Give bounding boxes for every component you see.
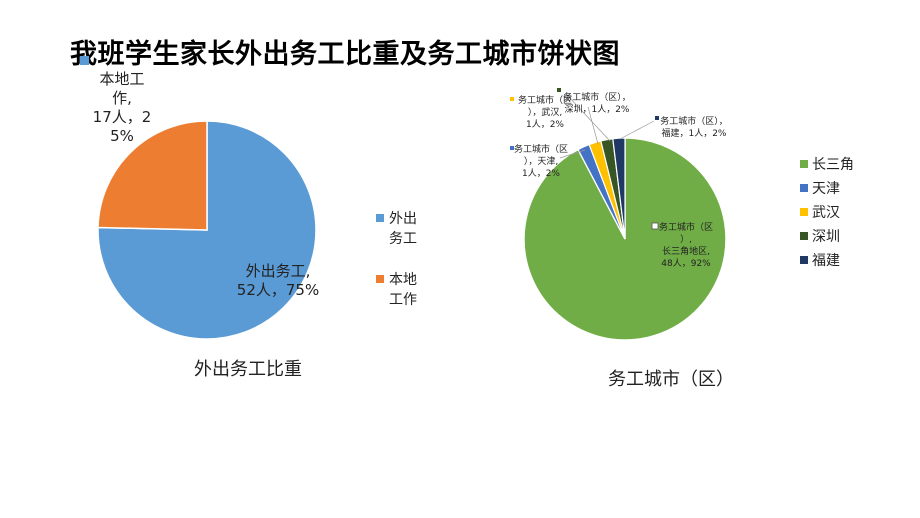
data-label-marker-yangtze	[651, 222, 659, 230]
legend-label-wuhan: 武汉	[812, 205, 840, 221]
legend-label-fujian: 福建	[812, 253, 840, 269]
data-label-tianjin: 务工城市（区），天津, 1人，2%	[514, 143, 568, 179]
page-title: 我班学生家长外出务工比重及务工城市饼状图	[70, 39, 620, 70]
chart2-title: 务工城市（区）	[608, 369, 734, 390]
data-label-local-line: 5%	[110, 127, 134, 145]
data-label-marker-shenzhen	[557, 88, 561, 92]
data-label-shenzhen-line: 务工城市（区），	[563, 91, 631, 103]
data-label-fujian-line: 福建，1人，2%	[661, 127, 726, 139]
data-label-wuhan-line: 1人，2%	[526, 119, 564, 130]
legend-stray-marker	[80, 56, 89, 65]
legend-marker-wuhan	[800, 208, 808, 216]
data-label-tianjin-line: ），天津,	[524, 156, 558, 167]
legend-marker-1	[376, 275, 384, 283]
legend-marker-shenzhen	[800, 232, 808, 240]
legend-label-1: 本地工作	[389, 272, 417, 308]
data-label-out-line: 外出务工,	[246, 262, 311, 280]
legend-label-shenzhen: 深圳	[812, 229, 840, 245]
data-label-out-line: 52人，75%	[237, 281, 319, 299]
legend-marker-0	[376, 214, 384, 222]
data-label-local-line: 作,	[112, 89, 132, 107]
leader-line-wuhan	[587, 106, 599, 145]
chart1-title: 外出务工比重	[194, 359, 302, 380]
data-label-wuhan-line: 务工城市（区	[518, 94, 572, 106]
data-label-tianjin-line: 务工城市（区	[514, 143, 568, 155]
work-city-chart: 务工城市（区）,长三角地区, 48人，92%务工城市（区），天津, 1人，2%务工城…	[510, 88, 854, 390]
leader-line-fujian	[619, 120, 655, 140]
data-label-marker-wuhan	[510, 97, 514, 101]
data-label-shenzhen-line: 深圳，1人，2%	[564, 104, 629, 115]
data-label-yangtze-line: ）,	[680, 234, 692, 245]
data-label-marker-fujian	[655, 116, 659, 120]
data-label-local: 本地工作, 17人，2 5%	[93, 70, 152, 145]
legend-marker-yangtze	[800, 160, 808, 168]
legend-marker-fujian	[800, 256, 808, 264]
data-label-yangtze-line: 务工城市（区	[659, 221, 713, 233]
pie-slice-fujian	[612, 137, 626, 240]
leader-line-shenzhen	[567, 95, 611, 142]
data-label-local-line: 17人，2	[93, 108, 152, 126]
legend-label-0: 外出务工	[389, 211, 417, 247]
data-label-fujian-line: 务工城市（区），	[660, 115, 728, 127]
data-label-marker-tianjin	[510, 146, 514, 150]
data-label-local-line: 本地工	[99, 70, 144, 88]
data-label-yangtze-line: 48人，92%	[661, 258, 711, 269]
legend-marker-tianjin	[800, 184, 808, 192]
legend-label-tianjin: 天津	[812, 181, 840, 197]
leader-line-tianjin	[559, 149, 586, 159]
data-label-tianjin-line: 1人，2%	[522, 168, 560, 179]
data-label-fujian: 务工城市（区），福建，1人，2%	[660, 115, 728, 139]
data-label-yangtze-line: 长三角地区,	[662, 245, 710, 257]
data-label-shenzhen: 务工城市（区），深圳，1人，2%	[563, 91, 631, 115]
data-label-wuhan: 务工城市（区），武汉, 1人，2%	[518, 94, 572, 130]
data-label-out: 外出务工, 52人，75%	[237, 262, 319, 299]
legend-label-yangtze: 长三角	[812, 157, 854, 173]
data-label-wuhan-line: ），武汉,	[528, 106, 562, 118]
pie-slice-local	[97, 120, 208, 231]
data-label-yangtze: 务工城市（区）,长三角地区, 48人，92%	[659, 221, 713, 269]
